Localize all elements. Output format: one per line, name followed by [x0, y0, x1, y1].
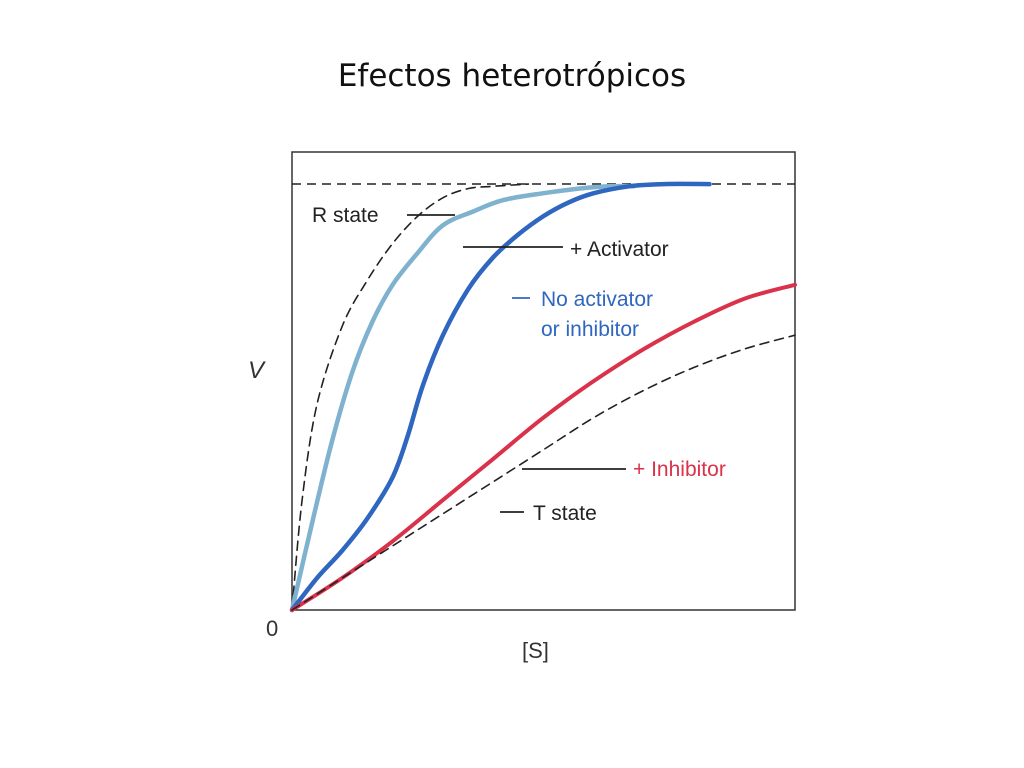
y-axis-label: V	[248, 357, 266, 384]
label-activator: + Activator	[570, 238, 669, 261]
plot-frame	[291, 151, 796, 611]
slide-title: Efectos heterotrópicos	[337, 58, 687, 94]
origin-label: 0	[266, 616, 278, 641]
label-no-activator-line1: No activator	[541, 288, 653, 311]
label-r-state: R state	[312, 204, 379, 227]
x-axis-label: [S]	[522, 638, 549, 663]
series-line-r-state	[291, 183, 530, 611]
series-line-activator	[289, 183, 637, 613]
label-no-activator-line2: or inhibitor	[541, 318, 639, 341]
series-line-t-state	[291, 334, 796, 611]
label-inhibitor: + Inhibitor	[633, 458, 726, 481]
series-line-no-effector	[289, 181, 712, 613]
label-t-state: T state	[533, 502, 597, 525]
label-no-activator: No activator or inhibitor	[541, 288, 659, 341]
series-line-inhibitor	[290, 282, 797, 612]
leader-layer	[407, 214, 626, 513]
series-layer	[289, 181, 797, 613]
